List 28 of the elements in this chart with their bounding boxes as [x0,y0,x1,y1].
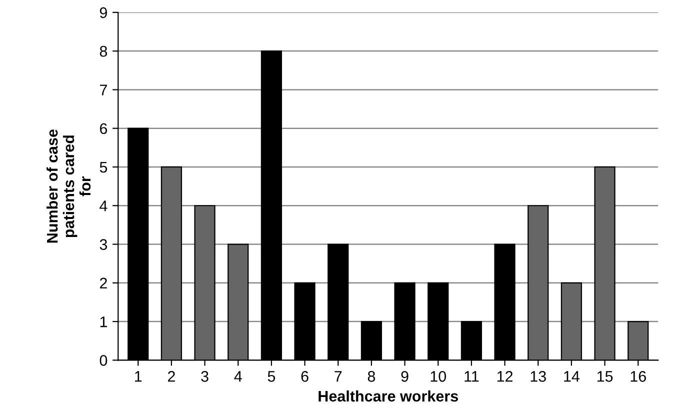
y-tick-label: 8 [100,46,108,57]
y-tick-label: 5 [100,162,108,173]
x-tick-label: 9 [401,371,408,382]
x-tick-label: 8 [368,371,376,382]
x-tick-label: 16 [630,371,646,382]
y-axis-title: Number of case patients cared for [46,130,91,243]
x-tick-label: 3 [201,371,208,382]
x-tick-label: 1 [135,371,142,382]
x-tick-label: 6 [301,371,308,382]
y-tick-label: 3 [100,239,108,250]
x-tick-label: 12 [497,371,513,382]
x-tick-label: 5 [268,371,276,382]
x-tick-label: 4 [234,371,242,382]
x-tick-label: 13 [530,371,546,382]
y-tick-label: 6 [100,123,108,134]
x-axis-title: Healthcare workers [318,390,458,402]
y-tick-label: 1 [100,316,107,328]
x-tick-label: 11 [464,371,479,382]
y-tick-label: 2 [100,278,107,288]
x-tick-label: 2 [168,371,175,382]
y-tick-label: 4 [100,200,108,212]
y-tick-label: 9 [100,7,107,18]
y-tick-label: 0 [100,355,108,366]
x-tick-label: 7 [334,371,342,382]
x-tick-label: 15 [597,371,613,382]
x-tick-label: 10 [430,371,446,382]
y-tick-label: 7 [100,84,107,96]
x-tick-label: 14 [564,371,580,382]
